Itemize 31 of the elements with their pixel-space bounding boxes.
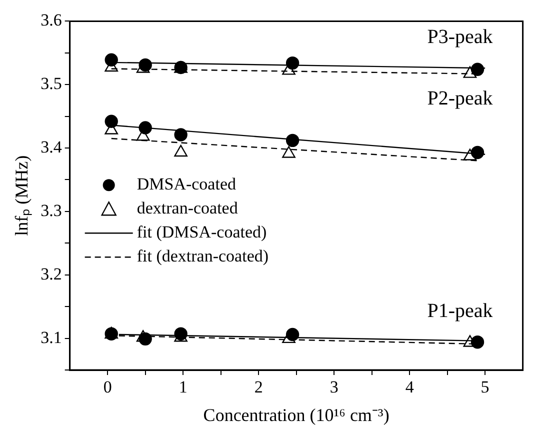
point: [174, 128, 188, 142]
y-tick-label: 3.4: [40, 138, 62, 157]
annotation: P2-peak: [427, 88, 493, 110]
point: [138, 121, 152, 134]
x-axis-title: Concentration (10¹⁶ cm⁻³): [203, 404, 390, 425]
y-tick-label: 3.5: [40, 74, 62, 94]
y-tick-label: 3.1: [40, 328, 62, 347]
point: [463, 148, 477, 160]
point: [286, 134, 300, 148]
x-tick-label: 0: [103, 378, 112, 397]
point: [282, 146, 296, 158]
legend-label: dextran-coated: [136, 198, 238, 218]
y-axis-title: lnfₚ (MHz): [12, 155, 33, 236]
point: [104, 114, 118, 128]
y-tick-label: 3.3: [40, 200, 62, 220]
x-tick-label: 4: [405, 378, 414, 397]
legend-label: fit (dextran-coated): [136, 246, 269, 266]
point: [470, 62, 484, 76]
point: [470, 146, 484, 160]
x-tick-label: 1: [178, 378, 188, 397]
legend-label: fit (DMSA-coated): [136, 222, 267, 242]
legend-label: DMSA-coated: [136, 174, 236, 194]
x-tick-label: 5: [480, 378, 490, 397]
point: [463, 66, 477, 78]
point: [174, 144, 188, 157]
x-tick-label: 3: [330, 378, 338, 397]
y-tick-label: 3.6: [40, 10, 62, 30]
x-tick-label: 2: [254, 378, 263, 397]
annotation: P1-peak: [427, 300, 493, 322]
y-tick-label: 3.2: [40, 264, 62, 284]
annotation: P3-peak: [427, 26, 493, 48]
